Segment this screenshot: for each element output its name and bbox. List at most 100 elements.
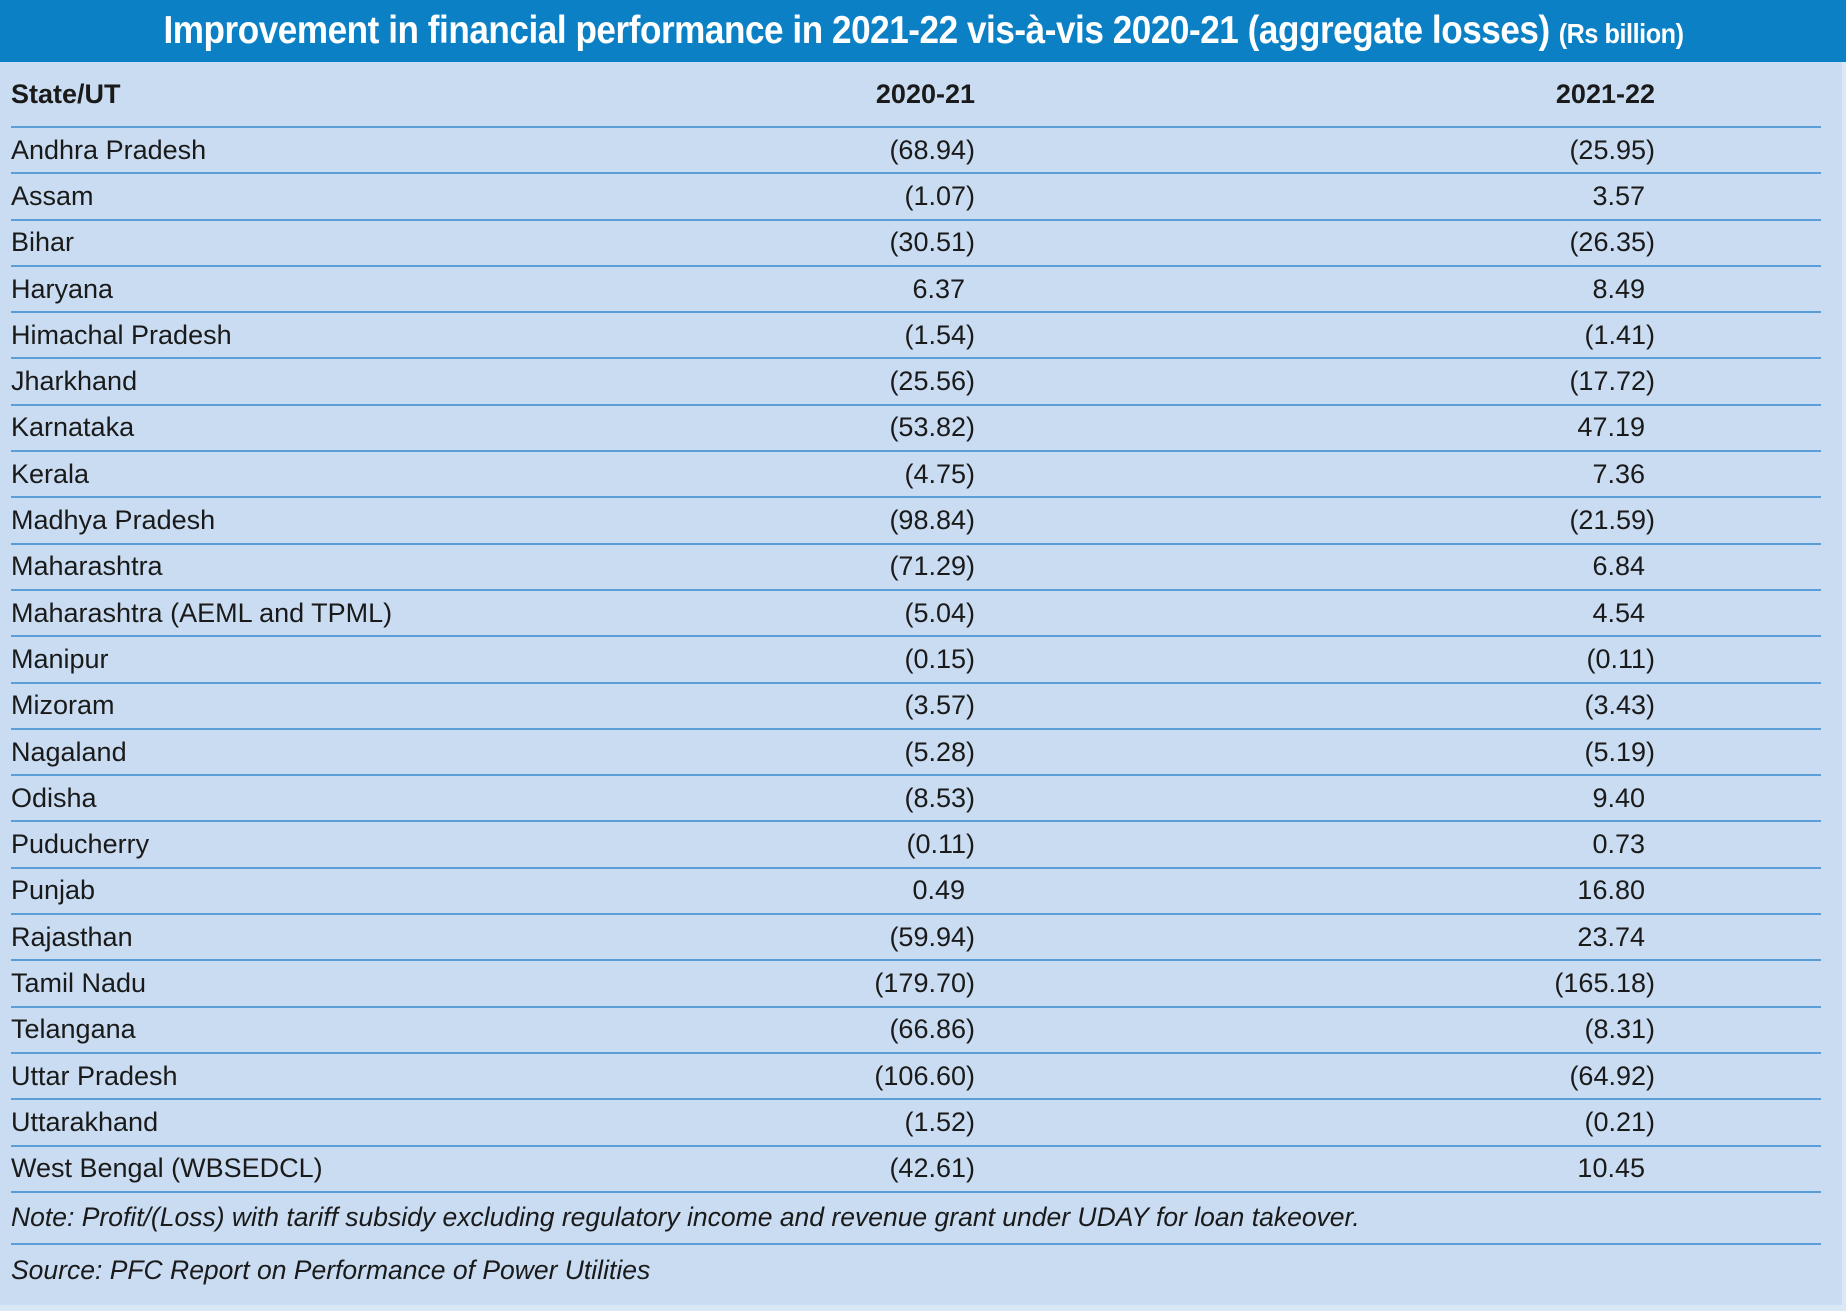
table-row: Kerala (4.75) 7.36 (11, 452, 1821, 499)
value-2021-22-cell: 9.40 (1592, 782, 1645, 813)
state-cell: Rajasthan (11, 921, 133, 952)
state-cell: Puducherry (11, 829, 150, 860)
state-cell: Manipur (11, 643, 109, 674)
table-row: Bihar (30.51) (26.35) (11, 221, 1821, 267)
table-row: Puducherry (0.11) 0.73 (11, 822, 1821, 869)
value-2021-22-cell: 8.49 (1592, 273, 1645, 304)
state-cell: Uttar Pradesh (11, 1060, 178, 1091)
table-row: Tamil Nadu (179.70) (165.18) (11, 961, 1821, 1008)
data-table: State/UT 2020-21 2021-22 Andhra Pradesh (… (0, 62, 1846, 1311)
value-2020-21-cell: (1.07) (904, 180, 975, 211)
table-title: Improvement in financial performance in … (162, 9, 1550, 52)
value-2020-21-cell: (1.54) (904, 319, 975, 350)
table-row: Assam (1.07) 3.57 (11, 174, 1821, 221)
table-row: Andhra Pradesh (68.94) (25.95) (11, 128, 1821, 175)
state-cell: Madhya Pradesh (11, 505, 216, 536)
table-row: Maharashtra (AEML and TPML) (5.04) 4.54 (11, 591, 1821, 638)
value-2020-21-cell: (66.86) (889, 1014, 975, 1045)
table-row: Uttarakhand (1.52) (0.21) (11, 1100, 1821, 1147)
state-cell: Mizoram (11, 690, 115, 721)
value-2020-21-cell: 6.37 (912, 273, 965, 304)
value-2021-22-cell: 10.45 (1577, 1153, 1645, 1184)
value-2020-21-cell: (8.53) (904, 782, 975, 813)
state-cell: Odisha (11, 782, 97, 813)
state-cell: Uttarakhand (11, 1106, 159, 1137)
value-2020-21-cell: (1.52) (904, 1106, 975, 1137)
table-row: Nagaland (5.28) (5.19) (11, 730, 1821, 777)
value-2020-21-cell: (4.75) (904, 458, 975, 489)
value-2020-21-cell: (71.29) (889, 551, 975, 582)
value-2021-22-cell: (0.21) (1584, 1106, 1655, 1137)
table-row: Rajasthan (59.94) 23.74 (11, 915, 1821, 962)
value-2020-21-cell: (5.04) (904, 597, 975, 628)
value-2020-21-cell: (68.94) (889, 134, 975, 165)
value-2021-22-cell: 23.74 (1577, 921, 1645, 952)
value-2021-22-cell: (3.43) (1584, 690, 1655, 721)
state-cell: Telangana (11, 1014, 136, 1045)
value-2021-22-cell: (1.41) (1584, 319, 1655, 350)
table-row: Himachal Pradesh (1.54) (1.41) (11, 313, 1821, 360)
state-cell: Tamil Nadu (11, 967, 147, 998)
state-cell: Haryana (11, 273, 114, 304)
table-row: Madhya Pradesh (98.84) (21.59) (11, 498, 1821, 545)
value-2020-21-cell: (0.15) (904, 643, 975, 674)
value-2021-22-cell: (25.95) (1569, 134, 1655, 165)
table-note-row: Note: Profit/(Loss) with tariff subsidy … (11, 1193, 1821, 1245)
value-2020-21-cell: 0.49 (912, 875, 965, 906)
table-title-bar: Improvement in financial performance in … (0, 0, 1846, 62)
state-cell: Nagaland (11, 736, 127, 767)
table-source: Source: PFC Report on Performance of Pow… (11, 1255, 651, 1286)
table-header-row: State/UT 2020-21 2021-22 (11, 62, 1821, 128)
table-row: Mizoram (3.57) (3.43) (11, 684, 1821, 730)
table-row: Karnataka (53.82) 47.19 (11, 406, 1821, 453)
value-2021-22-cell: (21.59) (1569, 505, 1655, 536)
table-row: Haryana 6.37 8.49 (11, 267, 1821, 314)
state-cell: Kerala (11, 458, 90, 489)
table-row: West Bengal (WBSEDCL) (42.61) 10.45 (11, 1147, 1821, 1193)
value-2020-21-cell: (3.57) (904, 690, 975, 721)
table-row: Telangana (66.86) (8.31) (11, 1008, 1821, 1054)
value-2021-22-cell: (64.92) (1569, 1060, 1655, 1091)
state-cell: Karnataka (11, 412, 135, 443)
value-2020-21-cell: (59.94) (889, 921, 975, 952)
state-cell: Andhra Pradesh (11, 134, 207, 165)
value-2020-21-cell: (106.60) (874, 1060, 975, 1091)
value-2021-22-cell: 7.36 (1592, 458, 1645, 489)
value-2021-22-cell: 4.54 (1592, 597, 1645, 628)
value-2021-22-cell: (0.11) (1586, 643, 1655, 674)
value-2020-21-cell: (53.82) (889, 412, 975, 443)
value-2020-21-cell: (98.84) (889, 505, 975, 536)
table-row: Odisha (8.53) 9.40 (11, 776, 1821, 823)
state-cell: Maharashtra (AEML and TPML) (11, 597, 393, 628)
table-source-row: Source: PFC Report on Performance of Pow… (11, 1245, 1821, 1297)
value-2021-22-cell: 0.73 (1592, 829, 1645, 860)
state-cell: Punjab (11, 875, 96, 906)
value-2020-21-cell: (25.56) (889, 366, 975, 397)
table-row: Uttar Pradesh (106.60) (64.92) (11, 1054, 1821, 1101)
value-2021-22-cell: 6.84 (1592, 551, 1645, 582)
value-2021-22-cell: (26.35) (1569, 227, 1655, 258)
state-cell: Himachal Pradesh (11, 319, 232, 350)
table-body: Andhra Pradesh (68.94) (25.95) Assam (1.07) 3… (11, 128, 1821, 1193)
table-title-unit: (Rs billion) (1558, 18, 1684, 49)
column-header-2020-21: 2020-21 (875, 78, 975, 109)
value-2020-21-cell: (42.61) (889, 1153, 975, 1184)
table-title-group: Improvement in financial performance in … (162, 9, 1684, 53)
value-2021-22-cell: 16.80 (1577, 875, 1645, 906)
state-cell: West Bengal (WBSEDCL) (11, 1153, 323, 1184)
column-header-2021-22: 2021-22 (1555, 78, 1655, 109)
value-2021-22-cell: (8.31) (1584, 1014, 1655, 1045)
value-2021-22-cell: 47.19 (1577, 412, 1645, 443)
table-row: Jharkhand (25.56) (17.72) (11, 359, 1821, 406)
table-note: Note: Profit/(Loss) with tariff subsidy … (11, 1202, 1360, 1233)
column-header-state-ut: State/UT (11, 78, 121, 109)
value-2020-21-cell: (5.28) (904, 736, 975, 767)
table-row: Manipur (0.15) (0.11) (11, 637, 1821, 684)
state-cell: Assam (11, 180, 94, 211)
value-2021-22-cell: (17.72) (1569, 366, 1655, 397)
table-row: Maharashtra (71.29) 6.84 (11, 545, 1821, 591)
value-2021-22-cell: (165.18) (1554, 967, 1655, 998)
value-2020-21-cell: (0.11) (906, 829, 975, 860)
value-2021-22-cell: 3.57 (1592, 180, 1645, 211)
